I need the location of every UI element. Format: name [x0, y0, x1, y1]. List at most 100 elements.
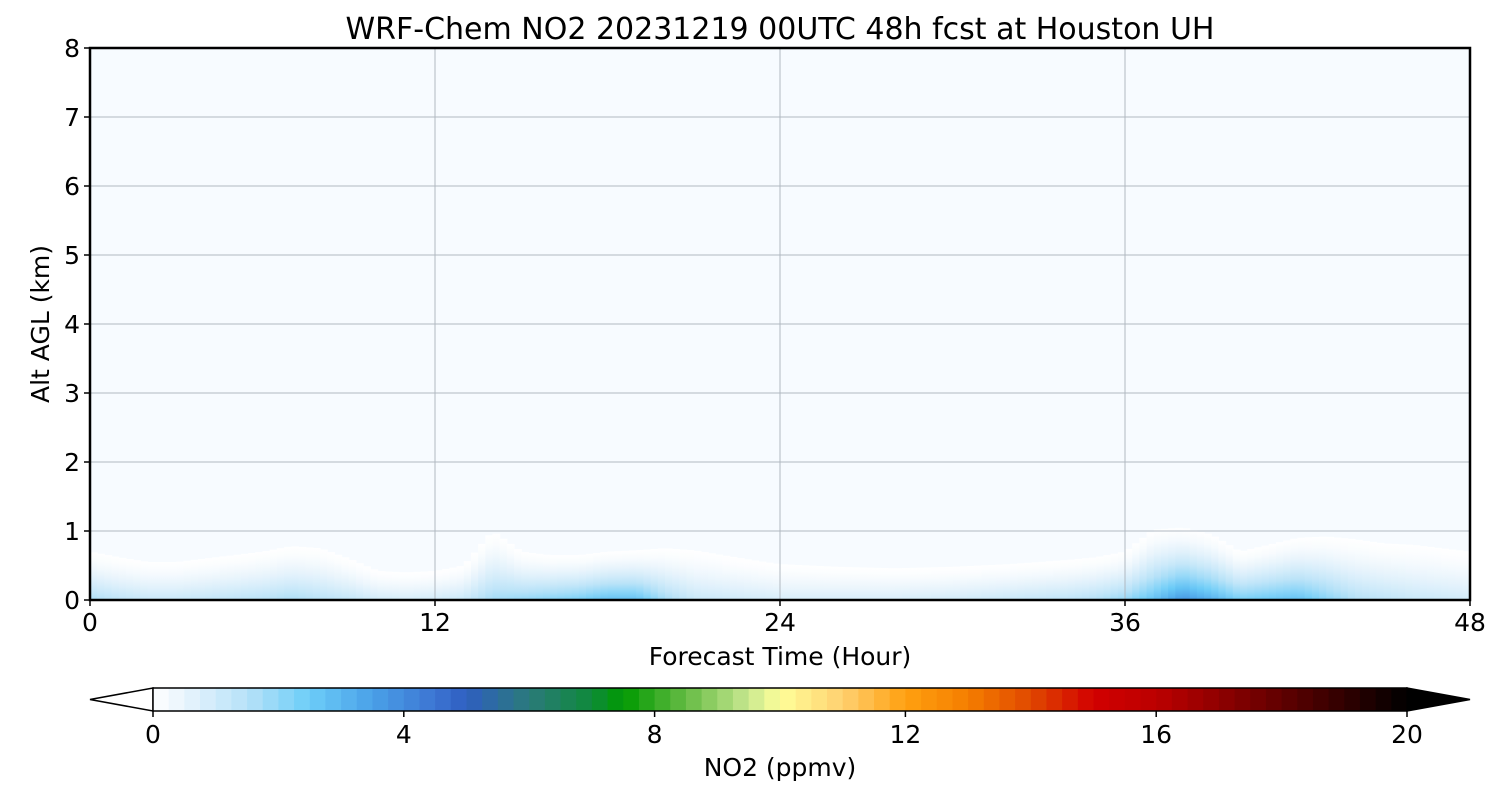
no2-column [808, 565, 817, 600]
colorbar-segment [372, 688, 389, 711]
colorbar-frame [152, 687, 1408, 712]
no2-column [1125, 548, 1133, 600]
no2-column [298, 546, 307, 600]
no2-column [923, 567, 932, 600]
no2-column [233, 554, 242, 600]
colorbar-segment [827, 688, 844, 711]
no2-column [1153, 529, 1162, 600]
no2-column [1060, 560, 1069, 600]
colorbar-segment [576, 688, 593, 711]
colorbar-segment [889, 688, 906, 711]
no2-column [161, 562, 170, 600]
no2-column [1074, 558, 1083, 600]
colorbar-segment [168, 688, 185, 711]
no2-column [363, 566, 371, 600]
no2-column [988, 564, 997, 600]
no2-column [629, 550, 637, 600]
no2-column [772, 563, 781, 600]
colorbar-under-arrow [89, 687, 154, 712]
no2-column [97, 553, 105, 600]
no2-column [1369, 541, 1378, 600]
colorbar-segment [1140, 688, 1157, 711]
no2-column [873, 567, 882, 600]
no2-column [463, 561, 472, 600]
no2-column [815, 566, 824, 600]
no2-column [686, 550, 695, 600]
no2-column [269, 549, 278, 600]
no2-column [600, 552, 609, 600]
colorbar-tick-label: 20 [1391, 720, 1423, 749]
colorbar-segment [482, 688, 499, 711]
no2-column [1196, 531, 1205, 600]
no2-column [1204, 533, 1212, 600]
no2-column [1117, 552, 1126, 600]
no2-column [1362, 540, 1370, 600]
no2-column [966, 566, 975, 600]
no2-column [154, 562, 163, 600]
colorbar-segment [278, 688, 295, 711]
no2-column [1096, 556, 1105, 600]
no2-column [1390, 543, 1399, 600]
no2-column [1297, 537, 1306, 600]
colorbar-segment [200, 688, 217, 711]
y-axis-label: Alt AGL (km) [26, 245, 55, 403]
no2-column [1053, 560, 1061, 600]
gridlines [90, 48, 1470, 600]
no2-column [478, 543, 486, 600]
no2-column [284, 546, 292, 600]
no2-column [140, 561, 149, 600]
colorbar-label: NO2 (ppmv) [704, 753, 857, 782]
no2-column [1448, 549, 1457, 600]
colorbar-segment [1218, 688, 1236, 711]
no2-column [1017, 563, 1025, 600]
x-tick-label: 48 [1454, 608, 1486, 637]
no2-column [765, 562, 774, 600]
no2-column [887, 568, 896, 600]
colorbar-tick-label: 12 [889, 720, 921, 749]
no2-column [391, 571, 400, 600]
y-tick-label: 5 [64, 241, 80, 270]
no2-column [1211, 536, 1220, 600]
no2-column [1347, 538, 1356, 600]
no2-column [693, 550, 702, 600]
colorbar-segment [1265, 688, 1283, 711]
colorbar: 0 4 8 12 16 20 [89, 687, 1471, 749]
colorbar-segment [780, 688, 797, 711]
colorbar-over-arrow [1406, 687, 1471, 712]
no2-column [1218, 540, 1227, 600]
no2-column [442, 568, 450, 600]
colorbar-segment [1171, 688, 1189, 711]
no2-column [1412, 545, 1421, 600]
no2-column [1405, 544, 1414, 600]
no2-column [578, 554, 587, 600]
no2-column [420, 571, 429, 600]
no2-column [521, 552, 530, 600]
colorbar-segment [1375, 688, 1392, 711]
no2-column [1376, 542, 1385, 600]
no2-column [1455, 550, 1464, 600]
colorbar-segment [858, 688, 875, 711]
no2-column [1275, 542, 1284, 600]
colorbar-segment [497, 688, 515, 711]
no2-column [657, 548, 666, 600]
no2-column [744, 559, 752, 600]
no2-column [1326, 536, 1335, 600]
no2-surface-layer [90, 527, 1470, 600]
no2-column [751, 560, 760, 600]
y-tick-label: 1 [64, 517, 80, 546]
no2-column [1232, 549, 1241, 600]
colorbar-segment [921, 688, 938, 711]
no2-column [550, 555, 558, 600]
colorbar-segment [1234, 688, 1251, 711]
colorbar-segment [1156, 688, 1173, 711]
y-tick-label: 6 [64, 172, 80, 201]
no2-column [614, 551, 623, 600]
no2-column [248, 552, 256, 600]
no2-column [952, 566, 961, 600]
colorbar-segment [262, 688, 279, 711]
colorbar-segment [450, 688, 467, 711]
no2-column [1067, 559, 1076, 600]
colorbar-segment [1030, 688, 1047, 711]
no2-column [111, 556, 120, 600]
no2-column [1441, 548, 1450, 600]
